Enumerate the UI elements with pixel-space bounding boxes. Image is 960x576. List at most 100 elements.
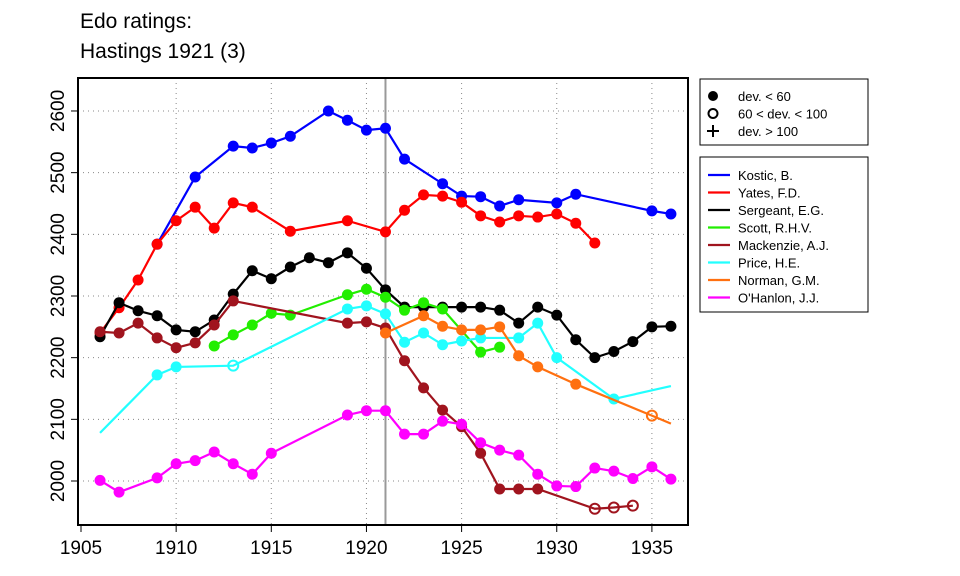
data-point-o-hanlon-j-j- — [399, 428, 411, 440]
data-point-kostic-b- — [399, 153, 411, 165]
data-point-o-hanlon-j-j- — [570, 481, 582, 493]
data-point-norman-g-m- — [475, 324, 487, 336]
data-point-yates-f-d- — [513, 210, 525, 222]
data-point-sergeant-e-g- — [608, 345, 620, 357]
data-point-price-h-e- — [475, 332, 487, 344]
data-point-o-hanlon-j-j- — [341, 409, 353, 421]
data-point-scott-r-h-v- — [494, 341, 506, 353]
data-point-kostic-b- — [189, 171, 201, 183]
data-point-yates-f-d- — [418, 189, 430, 201]
data-point-yates-f-d- — [132, 274, 144, 286]
data-point-yates-f-d- — [570, 217, 582, 229]
data-point-scott-r-h-v- — [208, 340, 220, 352]
data-point-mackenzie-a-j- — [341, 317, 353, 329]
data-point-mackenzie-a-j- — [494, 483, 506, 495]
data-point-mackenzie-a-j- — [227, 295, 239, 307]
data-point-kostic-b- — [513, 194, 525, 206]
data-point-kostic-b- — [570, 188, 582, 200]
data-point-sergeant-e-g- — [589, 352, 601, 364]
data-point-mackenzie-a-j- — [513, 483, 525, 495]
data-point-sergeant-e-g- — [360, 262, 372, 274]
data-point-o-hanlon-j-j- — [208, 446, 220, 458]
data-point-o-hanlon-j-j- — [189, 455, 201, 467]
data-point-norman-g-m- — [379, 327, 391, 339]
data-point-sergeant-e-g- — [265, 273, 277, 285]
data-point-mackenzie-a-j- — [437, 404, 449, 416]
data-point-sergeant-e-g- — [513, 317, 525, 329]
data-point-o-hanlon-j-j- — [437, 415, 449, 427]
data-point-o-hanlon-j-j- — [646, 461, 658, 473]
data-point-price-h-e- — [456, 335, 468, 347]
data-point-sergeant-e-g- — [303, 252, 315, 264]
data-point-o-hanlon-j-j- — [94, 474, 106, 486]
data-point-mackenzie-a-j- — [189, 337, 201, 349]
data-point-sergeant-e-g- — [322, 257, 334, 269]
x-tick-label: 1935 — [631, 538, 673, 559]
filled-circle-icon — [708, 91, 718, 101]
data-point-sergeant-e-g- — [284, 261, 296, 273]
legend-label: Mackenzie, A.J. — [738, 238, 829, 253]
data-point-mackenzie-a-j- — [399, 355, 411, 367]
data-point-yates-f-d- — [551, 208, 563, 220]
plot-frame — [77, 77, 689, 526]
data-point-scott-r-h-v- — [341, 289, 353, 301]
x-tick-label: 1930 — [536, 538, 578, 559]
data-point-price-h-e- — [437, 339, 449, 351]
data-point-open-mackenzie-a-j- — [588, 502, 601, 515]
data-point-price-h-e- — [532, 317, 544, 329]
data-point-sergeant-e-g- — [494, 304, 506, 316]
data-point-norman-g-m- — [494, 321, 506, 333]
y-tick-label: 2300 — [48, 275, 69, 317]
data-point-kostic-b- — [437, 178, 449, 190]
data-point-sergeant-e-g- — [151, 310, 163, 322]
data-point-yates-f-d- — [208, 222, 220, 234]
data-point-o-hanlon-j-j- — [151, 472, 163, 484]
data-point-norman-g-m- — [437, 320, 449, 332]
data-point-norman-g-m- — [532, 361, 544, 373]
data-point-kostic-b- — [265, 137, 277, 149]
data-point-sergeant-e-g- — [456, 301, 468, 313]
data-point-yates-f-d- — [170, 215, 182, 227]
data-point-scott-r-h-v- — [227, 329, 239, 341]
series-line-kostic-b- — [156, 109, 672, 245]
data-point-scott-r-h-v- — [265, 307, 277, 319]
x-tick-label: 1920 — [345, 538, 387, 559]
data-point-mackenzie-a-j- — [113, 327, 125, 339]
data-point-sergeant-e-g- — [113, 297, 125, 309]
data-point-sergeant-e-g- — [475, 301, 487, 313]
data-point-kostic-b- — [379, 122, 391, 134]
legend-label: Kostic, B. — [738, 168, 793, 183]
y-tick-label: 2200 — [48, 337, 69, 379]
data-point-kostic-b- — [551, 197, 563, 209]
data-point-price-h-e- — [513, 332, 525, 344]
data-point-scott-r-h-v- — [360, 283, 372, 295]
data-point-yates-f-d- — [589, 237, 601, 249]
data-point-norman-g-m- — [418, 310, 430, 322]
data-point-scott-r-h-v- — [246, 319, 258, 331]
legend-label: Norman, G.M. — [738, 273, 820, 288]
data-point-norman-g-m- — [570, 378, 582, 390]
series-line-mackenzie-a-j- — [99, 299, 633, 510]
marker-legend-label: 60 < dev. < 100 — [738, 107, 827, 122]
x-tick-label: 1905 — [60, 538, 102, 559]
data-point-o-hanlon-j-j- — [227, 458, 239, 470]
data-point-o-hanlon-j-j- — [360, 405, 372, 417]
data-point-kostic-b- — [475, 191, 487, 203]
data-point-o-hanlon-j-j- — [551, 480, 563, 492]
legend-label: Price, H.E. — [738, 256, 800, 271]
data-point-kostic-b- — [227, 140, 239, 152]
legend-label: Scott, R.H.V. — [738, 221, 812, 236]
x-tick-label: 1915 — [250, 538, 292, 559]
data-point-o-hanlon-j-j- — [418, 428, 430, 440]
data-point-yates-f-d- — [456, 196, 468, 208]
chart-title-line2: Hastings 1921 (3) — [80, 40, 246, 63]
data-point-price-h-e- — [341, 303, 353, 315]
data-point-open-norman-g-m- — [645, 409, 658, 422]
data-point-o-hanlon-j-j- — [113, 486, 125, 498]
series-legend-box — [699, 156, 869, 313]
marker-legend-label: dev. < 60 — [738, 89, 791, 104]
data-point-price-h-e- — [151, 369, 163, 381]
y-tick-label: 2400 — [48, 213, 69, 255]
data-point-yates-f-d- — [494, 216, 506, 228]
